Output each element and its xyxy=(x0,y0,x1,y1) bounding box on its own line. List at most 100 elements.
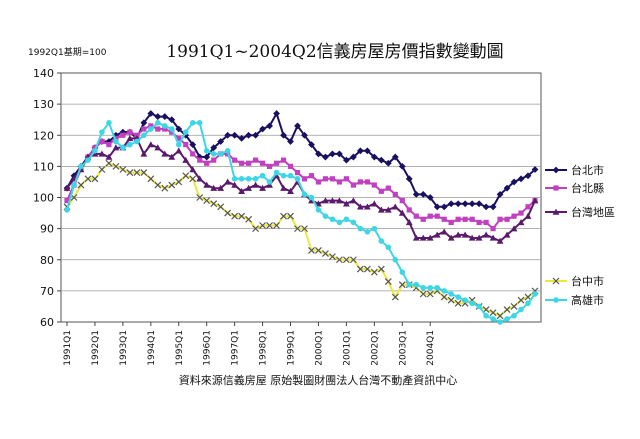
data-point-kaohsiung xyxy=(266,179,273,185)
data-point-taipei_city xyxy=(482,203,490,211)
data-point-kaohsiung xyxy=(294,176,301,182)
marker-stroke xyxy=(133,169,141,177)
data-point-taipei_county xyxy=(413,213,419,219)
data-point-taipei_city xyxy=(224,131,232,139)
marker-stroke xyxy=(287,212,294,220)
data-point-taipei_county xyxy=(511,213,517,219)
data-point-taichung xyxy=(91,175,99,183)
data-point-kaohsiung xyxy=(350,219,357,226)
data-point-taipei_city xyxy=(517,175,525,183)
marker-stroke xyxy=(112,162,120,170)
chart-title: 1991Q1~2004Q2信義房屋房價指數變動圖 xyxy=(166,42,503,62)
source-note: 資料來源信義房屋 原始製圖財團法人台灣不動產資訊中心 xyxy=(179,373,458,387)
data-point-kaohsiung xyxy=(92,148,98,154)
data-point-kaohsiung xyxy=(161,123,168,129)
data-point-kaohsiung xyxy=(455,294,461,300)
data-point-taichung xyxy=(196,194,204,201)
data-point-taichung xyxy=(147,175,155,183)
data-point-taipei_city xyxy=(259,125,266,133)
data-point-taipei_county xyxy=(343,176,350,182)
marker-stroke xyxy=(147,175,155,183)
marker-stroke xyxy=(363,265,371,273)
data-point-taichung xyxy=(280,212,287,220)
data-point-taipei_county xyxy=(357,179,363,185)
data-point-taipei_county xyxy=(455,216,461,222)
data-point-taipei_city xyxy=(189,141,197,148)
legend-marker xyxy=(552,277,560,285)
data-point-taichung xyxy=(363,265,371,273)
data-point-taiwan xyxy=(461,231,469,238)
data-point-taiwan xyxy=(405,219,413,226)
data-point-taiwan xyxy=(287,187,294,194)
data-point-taipei_county xyxy=(315,179,322,185)
data-point-taiwan xyxy=(231,181,239,188)
marker-stroke xyxy=(517,296,525,304)
data-point-taipei_city xyxy=(294,122,301,130)
marker-stroke xyxy=(182,172,190,180)
data-point-taipei_county xyxy=(280,157,287,163)
data-point-taiwan xyxy=(391,203,399,210)
data-point-taipei_city xyxy=(405,175,413,183)
legend-marker xyxy=(553,297,559,303)
data-point-taichung xyxy=(287,212,294,220)
x-tick-label: 2004Q1 xyxy=(426,330,436,366)
data-point-taichung xyxy=(266,222,273,229)
data-point-taiwan xyxy=(426,234,434,241)
data-point-kaohsiung xyxy=(182,129,189,135)
marker-stroke xyxy=(168,181,176,189)
data-point-taichung xyxy=(294,225,301,233)
data-point-taichung xyxy=(342,256,350,264)
data-point-taipei_city xyxy=(377,156,385,164)
marker-stroke xyxy=(84,175,92,183)
data-point-taipei_city xyxy=(210,144,218,152)
data-point-taipei_county xyxy=(371,182,377,188)
data-point-kaohsiung xyxy=(322,213,329,219)
data-point-taipei_city xyxy=(329,150,336,158)
data-point-taipei_county xyxy=(239,160,245,166)
data-point-taipei_city xyxy=(119,128,127,136)
data-point-taipei_county xyxy=(273,160,280,166)
data-point-taipei_city xyxy=(349,153,357,161)
marker-stroke xyxy=(384,278,392,285)
data-point-taipei_county xyxy=(246,160,252,166)
data-point-taipei_city xyxy=(391,153,399,161)
legend-marker xyxy=(553,185,559,191)
data-point-taipei_county xyxy=(99,138,105,145)
marker-stroke xyxy=(77,181,85,189)
data-point-taiwan xyxy=(322,197,329,204)
data-point-taichung xyxy=(377,265,385,273)
data-point-taiwan xyxy=(224,178,232,185)
data-point-kaohsiung xyxy=(78,163,84,170)
data-point-taiwan xyxy=(63,184,71,191)
legend-item-kaohsiung: 高雄市 xyxy=(545,293,604,307)
marker-stroke xyxy=(419,290,427,298)
data-point-kaohsiung xyxy=(462,297,468,304)
data-point-taipei_county xyxy=(490,226,496,232)
data-point-taiwan xyxy=(280,184,287,191)
data-point-taipei_county xyxy=(420,216,426,222)
marker-stroke xyxy=(161,184,169,192)
data-point-taiwan xyxy=(363,203,371,210)
x-tick-label: 1993Q1 xyxy=(119,330,129,366)
data-point-kaohsiung xyxy=(483,312,489,319)
y-tick-label: 110 xyxy=(33,160,54,173)
data-point-taichung xyxy=(238,212,246,220)
data-point-taipei_city xyxy=(426,194,434,201)
data-point-taichung xyxy=(182,172,190,180)
data-point-kaohsiung xyxy=(120,144,126,151)
data-point-taipei_county xyxy=(329,176,336,182)
data-point-taiwan xyxy=(370,200,378,207)
data-point-taipei_city xyxy=(412,190,420,198)
data-point-kaohsiung xyxy=(85,157,91,163)
data-point-taiwan xyxy=(245,184,253,191)
data-point-taipei_city xyxy=(363,147,371,155)
marker-stroke xyxy=(217,203,225,211)
data-point-taichung xyxy=(426,290,434,298)
data-point-kaohsiung xyxy=(406,281,413,288)
data-point-taipei_county xyxy=(211,157,217,163)
x-tick-label: 1991Q1 xyxy=(63,330,73,366)
marker-stroke xyxy=(496,312,504,320)
legend-item-taichung: 台中市 xyxy=(545,274,604,288)
data-point-taichung xyxy=(447,296,455,304)
data-point-taiwan xyxy=(475,234,483,241)
